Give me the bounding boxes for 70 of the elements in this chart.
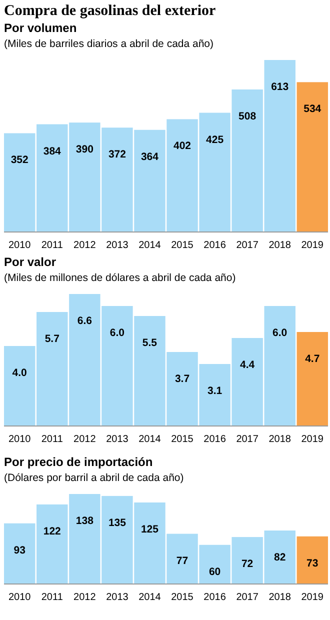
x-tick-label: 2012 bbox=[74, 240, 96, 251]
x-tick-label: 2013 bbox=[106, 240, 129, 251]
data-label: 6.0 bbox=[272, 327, 288, 339]
x-tick-label: 2015 bbox=[171, 240, 194, 251]
data-label: 613 bbox=[271, 81, 289, 93]
x-tick-label: 2010 bbox=[8, 240, 32, 251]
x-tick-label: 2015 bbox=[171, 592, 194, 603]
chart-title: Por valor bbox=[4, 255, 56, 269]
data-label: 77 bbox=[176, 554, 188, 567]
chart-subtitle: (Dólares por barril a abril de cada año) bbox=[4, 472, 184, 484]
x-tick-label: 2010 bbox=[8, 592, 32, 603]
data-label: 5.7 bbox=[44, 333, 60, 345]
chart-subtitle: (Miles de millones de dólares a abril de cada año) bbox=[4, 272, 236, 284]
x-tick-label: 2017 bbox=[236, 434, 259, 445]
x-tick-label: 2017 bbox=[236, 592, 259, 603]
x-tick-label: 2015 bbox=[171, 434, 194, 445]
bar bbox=[296, 332, 328, 426]
x-tick-label: 2018 bbox=[268, 240, 292, 251]
chart-title: Por volumen bbox=[4, 21, 77, 35]
x-tick-label: 2014 bbox=[138, 434, 162, 445]
x-tick-label: 2011 bbox=[41, 434, 64, 445]
data-label: 125 bbox=[140, 523, 159, 536]
data-label: 6.0 bbox=[110, 327, 125, 339]
data-label: 73 bbox=[306, 557, 318, 570]
data-label: 3.1 bbox=[207, 385, 222, 397]
x-tick-label: 2010 bbox=[8, 434, 32, 445]
x-tick-label: 2016 bbox=[204, 592, 226, 603]
data-label: 508 bbox=[238, 110, 256, 122]
text: Compra de gasolinas del exterior bbox=[4, 3, 216, 19]
x-tick-label: 2016 bbox=[204, 240, 226, 251]
data-label: 135 bbox=[108, 516, 126, 529]
chart-subtitle: (Miles de barriles diarios a abril de cada año) bbox=[4, 38, 214, 50]
x-tick-label: 2018 bbox=[268, 434, 292, 445]
data-label: 60 bbox=[208, 566, 221, 578]
data-label: 4.7 bbox=[305, 353, 320, 365]
data-label: 93 bbox=[14, 544, 26, 556]
data-label: 364 bbox=[140, 150, 159, 163]
data-label: 390 bbox=[76, 144, 94, 156]
data-label: 402 bbox=[174, 140, 192, 152]
x-tick-label: 2011 bbox=[41, 592, 64, 603]
data-label: 4.4 bbox=[240, 359, 255, 371]
data-label: 5.5 bbox=[142, 337, 158, 349]
data-label: 4.0 bbox=[12, 367, 28, 379]
bar bbox=[296, 536, 328, 584]
x-tick-label: 2019 bbox=[301, 592, 324, 603]
data-label: 534 bbox=[304, 103, 322, 116]
data-label: 372 bbox=[108, 148, 126, 161]
x-tick-label: 2019 bbox=[301, 434, 324, 445]
x-tick-label: 2012 bbox=[74, 592, 96, 603]
x-tick-label: 2014 bbox=[138, 592, 162, 603]
x-tick-label: 2014 bbox=[138, 240, 162, 251]
data-label: 138 bbox=[76, 515, 94, 527]
data-label: 352 bbox=[10, 154, 29, 166]
x-tick-label: 2011 bbox=[41, 240, 64, 251]
x-tick-label: 2013 bbox=[106, 592, 129, 603]
x-tick-label: 2018 bbox=[268, 592, 292, 603]
x-tick-label: 2016 bbox=[204, 434, 226, 445]
data-label: 6.6 bbox=[77, 315, 92, 327]
data-label: 122 bbox=[43, 525, 62, 538]
x-tick-label: 2013 bbox=[106, 434, 129, 445]
data-label: 384 bbox=[43, 145, 62, 158]
data-label: 72 bbox=[241, 558, 254, 570]
bar bbox=[296, 82, 328, 232]
chart-title: Por precio de importación bbox=[4, 455, 153, 469]
data-label: 82 bbox=[274, 552, 286, 564]
data-label: 425 bbox=[206, 134, 224, 146]
x-tick-label: 2012 bbox=[74, 434, 96, 445]
x-tick-label: 2017 bbox=[236, 240, 259, 251]
x-tick-label: 2019 bbox=[301, 240, 324, 251]
data-label: 3.7 bbox=[174, 373, 190, 385]
